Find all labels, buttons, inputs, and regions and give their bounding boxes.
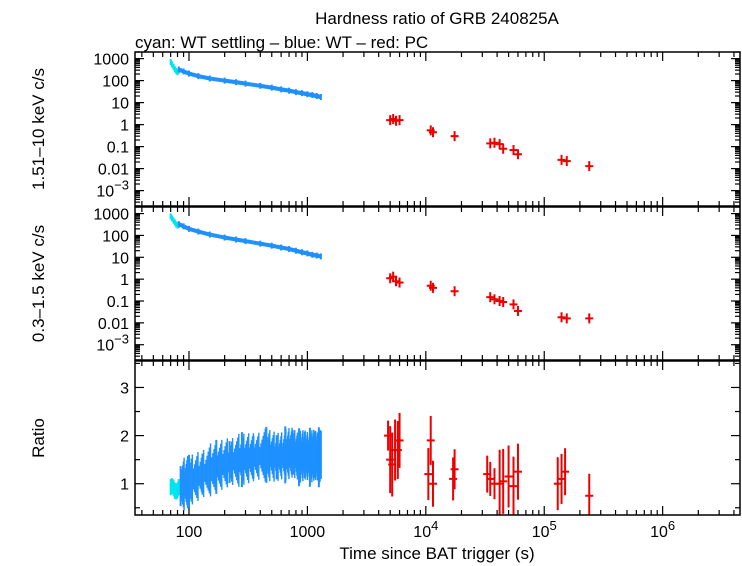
y-tick-label: 1000 [93,207,129,224]
y-tick-label: 100 [102,74,129,91]
y-tick-label: 0.01 [98,316,129,333]
y-tick-label-exp: −3 [114,332,129,347]
panel-ratio: 3 2 1 100 1000 104 105 106 Ratio [29,360,741,541]
y-tick-label: 1 [120,118,129,135]
x-tick-label: 106 [650,518,675,541]
chart-title: Hardness ratio of GRB 240825A [315,9,559,28]
panel-frame-soft [134,206,741,361]
chart-subtitle: cyan: WT settling – blue: WT – red: PC [135,33,428,52]
x-tick-label-exp: 6 [668,518,675,533]
panel-frame-hard [134,51,741,207]
y-tick-label: 100 [102,228,129,245]
x-tick-label-exp: 4 [431,518,438,533]
y-tick-label: 10 [111,96,129,113]
x-tick-label: 105 [532,518,557,541]
y-tick-label: 10−3 [96,178,129,201]
y-axis-label-soft: 0.3–1.5 keV c/s [29,225,48,342]
x-tick-label: 104 [413,518,438,541]
x-axis-label: Time since BAT trigger (s) [339,544,534,563]
y-tick-label: 1000 [93,52,129,69]
y-tick-label: 0.1 [107,294,129,311]
y-tick-label: 0.01 [98,162,129,179]
y-tick-label: 0.1 [107,140,129,157]
y-tick-label: 2 [120,429,129,446]
data-marks [169,412,594,515]
y-axis-label-hard: 1.51–10 keV c/s [29,68,48,190]
y-tick-label: 10 [111,250,129,267]
y-tick-label: 1 [120,477,129,494]
x-tick-label-exp: 5 [550,518,557,533]
y-axis-label-ratio: Ratio [29,418,48,458]
data-marks [169,213,594,324]
x-tick-label: 100 [176,524,203,541]
panel-frame-ratio [134,360,741,516]
y-tick-label-exp: −3 [114,178,129,193]
y-tick-label: 10−3 [96,332,129,355]
x-tick-label: 1000 [290,524,326,541]
y-tick-label: 3 [120,380,129,397]
y-tick-label: 1 [120,272,129,289]
data-marks [169,59,594,172]
